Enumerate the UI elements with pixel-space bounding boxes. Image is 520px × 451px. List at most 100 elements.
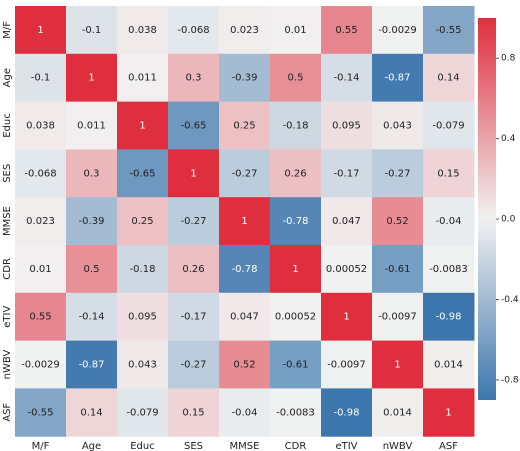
cell-label: -0.27: [181, 216, 207, 227]
cell-label: -0.18: [130, 264, 156, 275]
heatmap-cell: [372, 101, 424, 150]
heatmap-cell: [66, 245, 118, 294]
heatmap-cell: [270, 53, 322, 103]
cell-label: -0.14: [79, 312, 105, 323]
cell-label: 0.25: [131, 216, 153, 227]
cell-label: -0.65: [181, 121, 207, 132]
cell-label: 0.55: [29, 312, 51, 323]
heatmap-cell: [66, 149, 118, 198]
cell-label: 0.00052: [275, 312, 316, 323]
heatmap-cell: [117, 292, 169, 342]
cell-label: -0.04: [232, 407, 258, 418]
heatmap-cell: [372, 245, 424, 294]
heatmap-cell: [423, 245, 475, 294]
heatmap-cell: [117, 101, 169, 150]
heatmap-cell: [321, 101, 373, 150]
heatmap-cell: [219, 292, 271, 342]
cell-label: -0.18: [283, 121, 309, 132]
heatmap-cell: [168, 388, 220, 437]
heatmap-cell: [270, 6, 322, 55]
cell-label: 0.52: [386, 216, 408, 227]
cell-label: -0.079: [432, 121, 464, 132]
colorbar-tick-label: -0.8: [501, 375, 519, 385]
heatmap-cell: [168, 340, 220, 389]
y-tick-label: Educ: [2, 113, 13, 138]
heatmap-cell: [15, 149, 67, 198]
cell-label: -0.98: [334, 407, 360, 418]
cell-label: -0.61: [385, 264, 411, 275]
heatmap-cell: [423, 388, 475, 437]
heatmap-cell: [219, 149, 271, 198]
heatmap-cell: [117, 340, 169, 389]
cell-label: -0.0029: [21, 360, 60, 371]
x-tick-label: nWBV: [383, 441, 413, 451]
y-tick-label: M/F: [2, 21, 13, 39]
heatmap-cell: [423, 101, 475, 150]
heatmap-cell: [372, 197, 424, 246]
cell-label: -0.98: [436, 312, 462, 323]
heatmap-cell: [168, 197, 220, 246]
cell-label: 0.095: [332, 121, 361, 132]
heatmap-cell: [372, 292, 424, 342]
cell-label: -0.87: [79, 360, 105, 371]
heatmap-cell: [15, 388, 67, 437]
y-tick-label: SES: [2, 164, 13, 183]
y-tick-label: CDR: [2, 258, 13, 280]
heatmap-cell: [219, 6, 271, 55]
heatmap-cell: [117, 149, 169, 198]
heatmap-cell: [423, 340, 475, 389]
cell-label: 1: [190, 168, 196, 179]
x-tick-label: Educ: [130, 441, 155, 451]
cell-label: 0.55: [335, 25, 357, 36]
heatmap-cell: [321, 245, 373, 294]
cell-label: 1: [343, 312, 349, 323]
x-tick-label: eTIV: [335, 441, 357, 451]
heatmap-cell: [66, 101, 118, 150]
x-tick-label: M/F: [32, 441, 50, 451]
cell-label: 1: [241, 216, 247, 227]
cell-label: -0.17: [334, 168, 360, 179]
cell-label: -0.61: [283, 360, 309, 371]
heatmap-cell: [15, 6, 67, 55]
cell-label: 0.15: [182, 407, 204, 418]
cell-label: 0.01: [284, 25, 306, 36]
heatmap-cell: [321, 388, 373, 437]
heatmap-cell: [66, 6, 118, 55]
heatmap-cell: [270, 340, 322, 389]
colorbar-tick-label: 0.8: [501, 54, 516, 64]
heatmap-cell: [270, 245, 322, 294]
cell-label: -0.0083: [276, 407, 315, 418]
cell-label: -0.39: [232, 73, 258, 84]
cell-label: 0.014: [383, 407, 412, 418]
cell-label: 0.047: [332, 216, 361, 227]
cell-label: 0.14: [437, 73, 459, 84]
y-tick-label: nWBV: [2, 350, 13, 380]
cell-label: 1: [139, 121, 145, 132]
heatmap-cell: [15, 292, 67, 342]
heatmap-cell: [423, 6, 475, 55]
cell-label: -0.1: [31, 73, 51, 84]
cell-label: 1: [292, 264, 298, 275]
y-tick-label: ASF: [2, 403, 13, 422]
heatmap-cell: [270, 388, 322, 437]
heatmap-cell: [168, 292, 220, 342]
heatmap-cell: [219, 340, 271, 389]
cell-label: -0.0097: [378, 312, 417, 323]
cell-label: -0.55: [28, 407, 54, 418]
heatmap-cell: [219, 53, 271, 103]
cell-label: 0.043: [383, 121, 412, 132]
heatmap-cell: [219, 197, 271, 246]
cell-label: 0.023: [230, 25, 259, 36]
cell-label: -0.068: [177, 25, 209, 36]
heatmap-cell: [321, 197, 373, 246]
heatmap-cell: [168, 149, 220, 198]
heatmap-cell: [15, 245, 67, 294]
cell-label: 0.01: [29, 264, 51, 275]
cell-label: -0.65: [130, 168, 156, 179]
x-tick-label: SES: [184, 441, 203, 451]
heatmap-cell: [15, 101, 67, 150]
cell-label: -0.39: [79, 216, 105, 227]
heatmap-cell: [372, 388, 424, 437]
cell-label: -0.55: [436, 25, 462, 36]
